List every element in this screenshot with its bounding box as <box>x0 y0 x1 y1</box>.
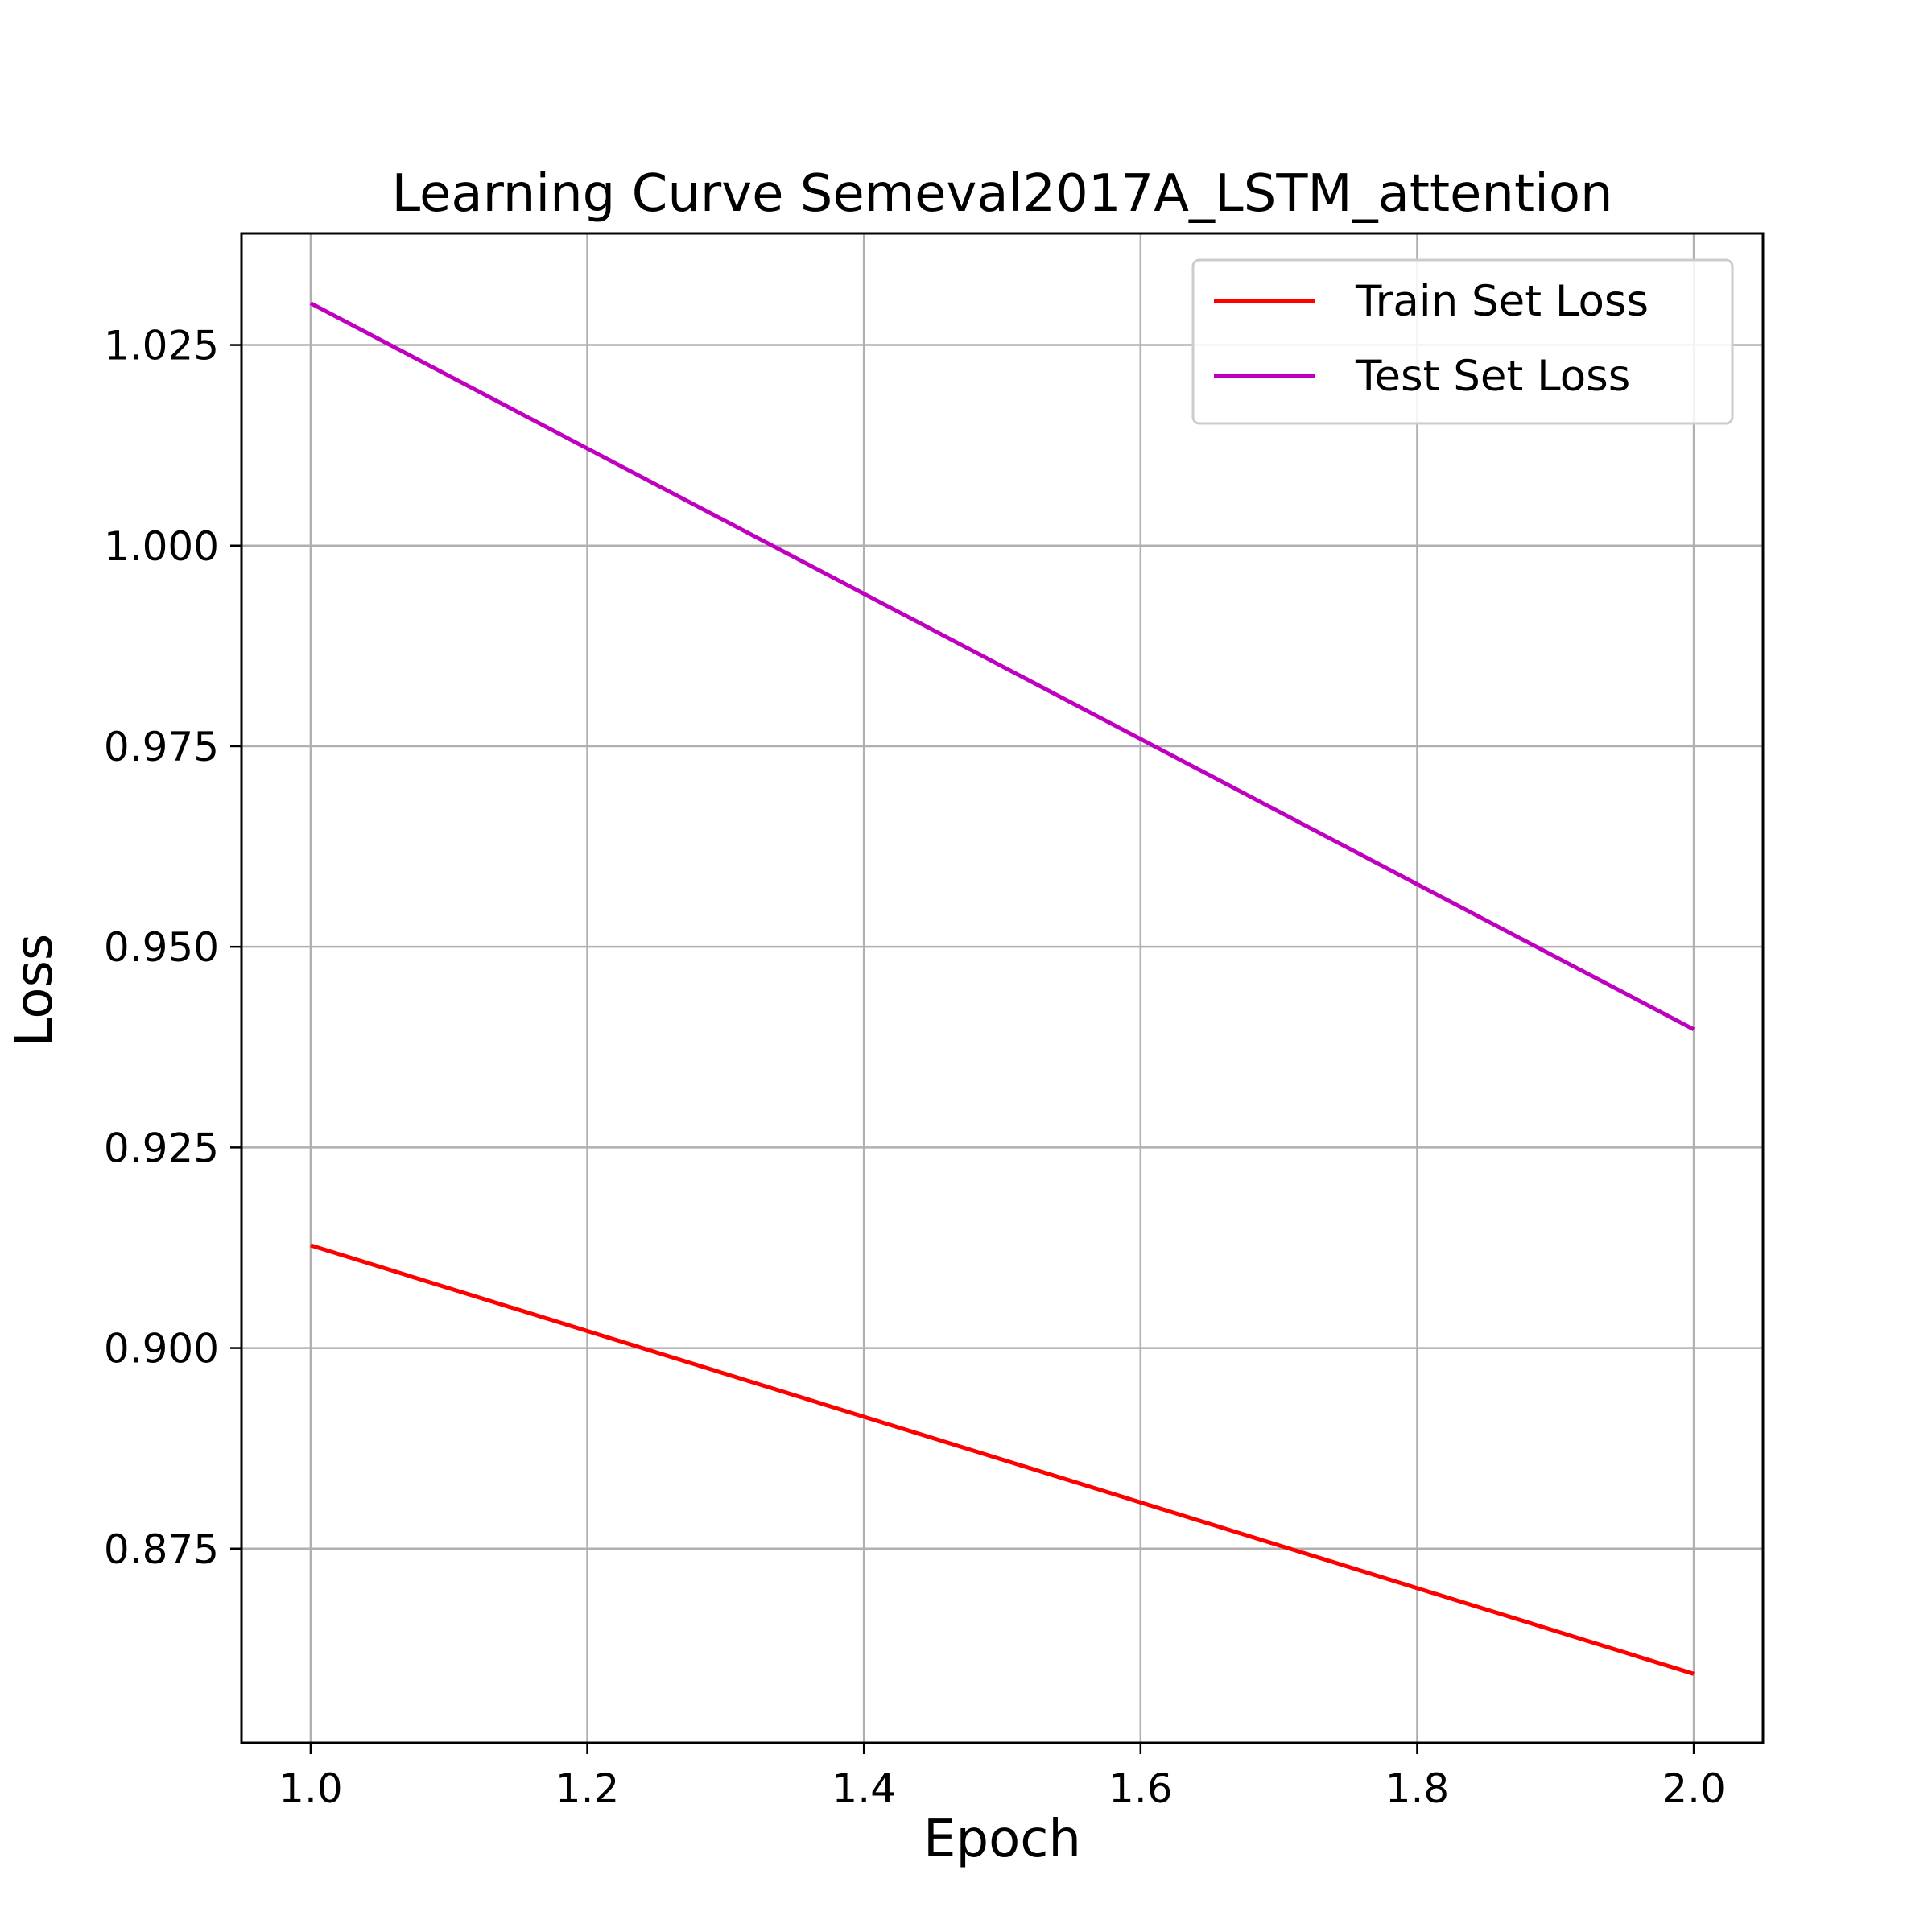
x-axis-ticks: 1.0 1.2 1.4 1.6 1.8 2.0 <box>279 1743 1726 1812</box>
x-tick-label: 1.0 <box>279 1765 343 1812</box>
y-tick-label: 0.975 <box>104 724 219 770</box>
legend-label-test-set-loss: Test Set Loss <box>1355 352 1630 401</box>
legend-label-train-set-loss: Train Set Loss <box>1355 277 1649 326</box>
series-line-test-set-loss <box>309 301 1695 1032</box>
y-tick-label: 0.875 <box>104 1526 219 1573</box>
x-tick-label: 2.0 <box>1662 1765 1726 1812</box>
x-tick-label: 1.2 <box>555 1765 620 1812</box>
x-tick-label: 1.8 <box>1385 1765 1450 1812</box>
y-axis-ticks: 0.875 0.900 0.925 0.950 0.975 1.000 1.025 <box>104 323 242 1573</box>
x-axis-title: Epoch <box>923 1810 1081 1869</box>
series-lines <box>309 301 1695 1676</box>
legend-box <box>1191 258 1734 425</box>
chart-title: Learning Curve Semeval2017A_LSTM_attenti… <box>391 164 1612 224</box>
plot-frame <box>240 232 1765 1744</box>
y-tick-label: 0.950 <box>104 924 219 971</box>
y-axis-title: Loss <box>5 934 64 1046</box>
series-line-train-set-loss <box>310 1243 1695 1676</box>
x-tick-label: 1.6 <box>1108 1765 1173 1812</box>
y-tick-label: 0.925 <box>104 1125 219 1171</box>
y-tick-label: 1.000 <box>104 523 219 570</box>
y-tick-label: 0.900 <box>104 1326 219 1373</box>
grid-lines <box>242 233 1763 1743</box>
legend: Train Set Loss Test Set Loss <box>1191 258 1734 425</box>
x-tick-label: 1.4 <box>832 1765 896 1812</box>
y-tick-label: 1.025 <box>104 323 219 369</box>
